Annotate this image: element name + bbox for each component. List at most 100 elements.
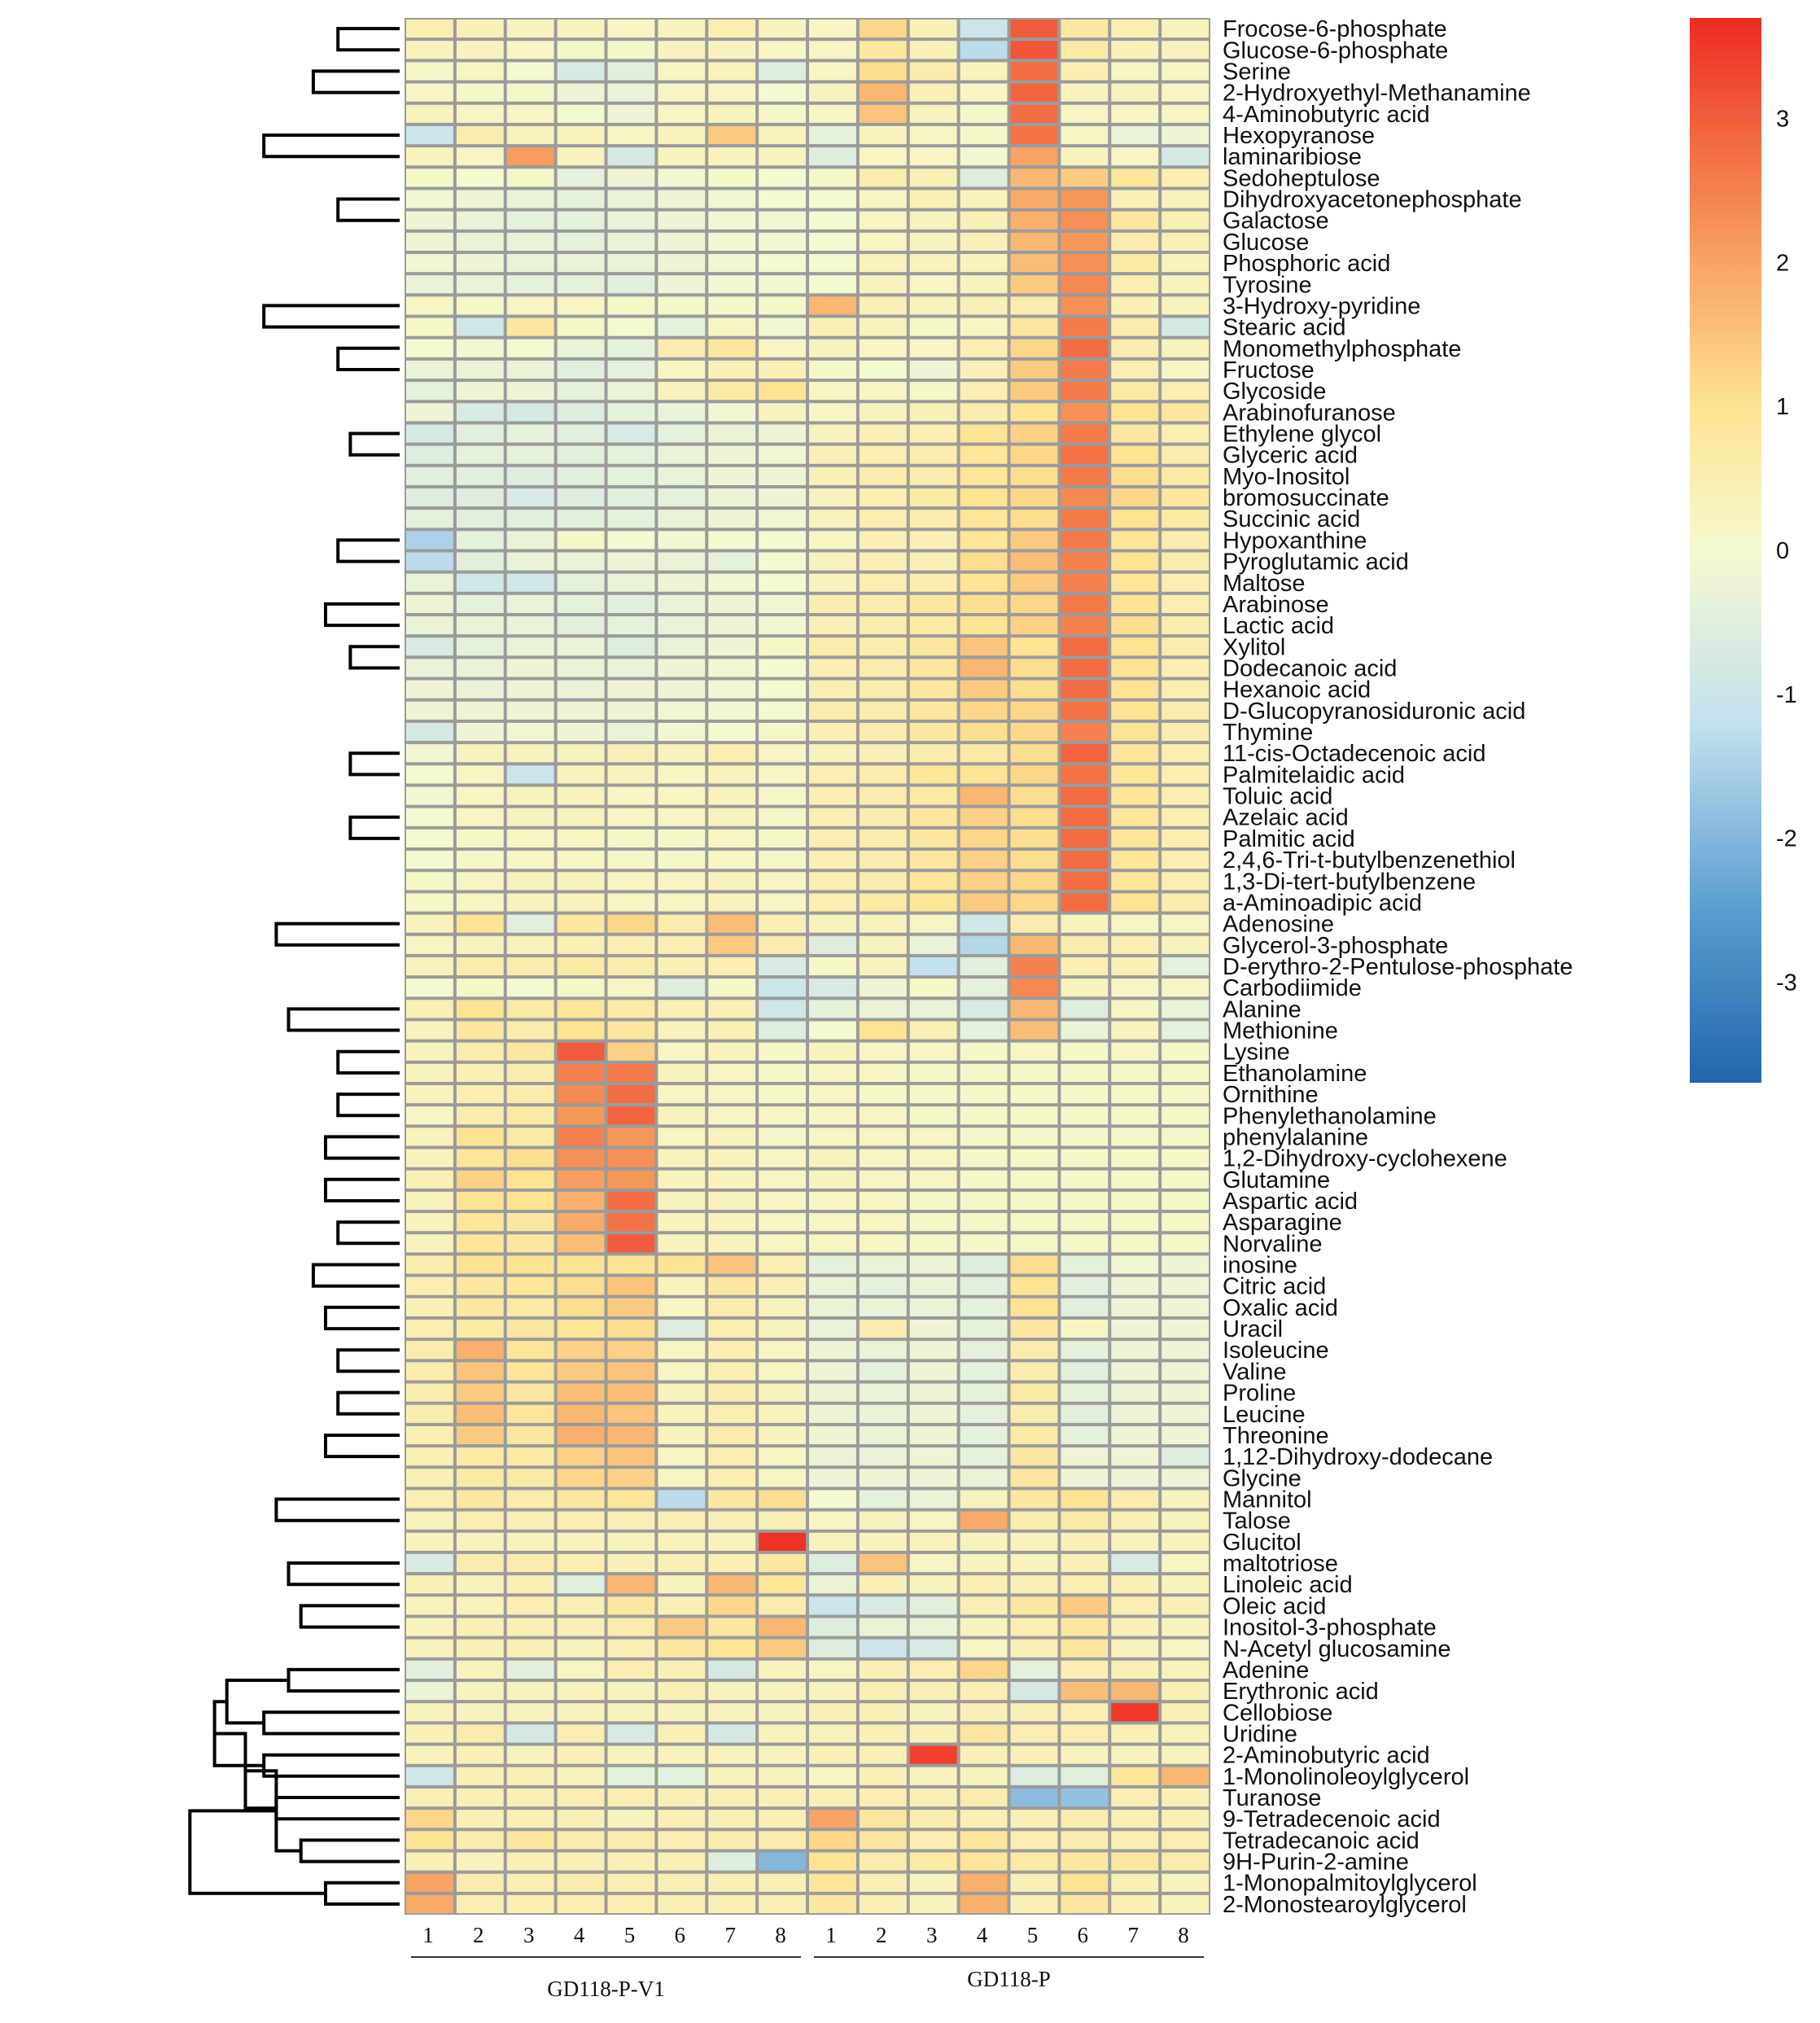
heatmap-cell xyxy=(960,1341,1008,1360)
heatmap-cell xyxy=(456,104,504,123)
heatmap-cell xyxy=(506,851,554,869)
heatmap-cell xyxy=(809,914,856,933)
heatmap-cell xyxy=(960,1810,1008,1828)
heatmap-cell xyxy=(759,573,807,592)
heatmap-cell xyxy=(1162,1788,1210,1807)
heatmap-cell xyxy=(1111,1341,1159,1360)
heatmap-cell xyxy=(1111,339,1159,357)
column-label: 8 xyxy=(1178,1923,1189,1947)
dendrogram-branch xyxy=(348,645,400,670)
heatmap-cell xyxy=(708,1596,756,1615)
heatmap-cell xyxy=(960,1000,1008,1018)
heatmap-cell xyxy=(708,190,756,208)
heatmap-cell xyxy=(658,1852,706,1871)
heatmap-cell xyxy=(1111,466,1159,485)
heatmap-cell xyxy=(658,1553,706,1573)
heatmap-cell xyxy=(456,296,504,315)
row-label: 9-Tetradecenoic acid xyxy=(1223,1806,1441,1833)
row-label: 2-Hydroxyethyl-Methanamine xyxy=(1223,81,1531,107)
heatmap-cell xyxy=(1010,808,1058,826)
heatmap-cell xyxy=(406,1873,453,1892)
heatmap-cell xyxy=(1010,1255,1058,1274)
heatmap-cell xyxy=(708,317,756,336)
heatmap-cell xyxy=(1111,935,1159,954)
heatmap-cell xyxy=(909,1298,957,1316)
heatmap-cell xyxy=(859,1319,907,1338)
heatmap-cell xyxy=(1010,1298,1058,1316)
heatmap-cell xyxy=(1162,1596,1210,1615)
heatmap-cell xyxy=(607,957,655,976)
heatmap-cell xyxy=(406,935,453,954)
heatmap-cell xyxy=(1010,403,1058,422)
heatmap-cell xyxy=(708,1021,756,1040)
heatmap-cell xyxy=(960,744,1008,763)
heatmap-cell xyxy=(1111,83,1159,102)
heatmap-cell xyxy=(759,1341,807,1360)
row-label: Tyrosine xyxy=(1223,272,1312,298)
heatmap-cell xyxy=(1111,317,1159,336)
heatmap-cell xyxy=(1010,382,1058,401)
heatmap-cell xyxy=(557,1319,605,1338)
row-label: Citric acid xyxy=(1223,1274,1326,1300)
heatmap-cell xyxy=(658,275,706,294)
heatmap-cell xyxy=(1111,1234,1159,1253)
heatmap-cell xyxy=(809,339,856,357)
heatmap-cell xyxy=(708,1404,756,1423)
heatmap-cell xyxy=(557,1575,605,1594)
row-label: Lysine xyxy=(1223,1040,1290,1066)
heatmap-cell xyxy=(809,1319,856,1338)
heatmap-cell xyxy=(1162,893,1210,912)
row-label: D-Glucopyranosiduronic acid xyxy=(1223,698,1525,725)
heatmap-cell xyxy=(1061,1703,1109,1722)
heatmap-cell xyxy=(506,1255,554,1274)
row-label: Phosphoric acid xyxy=(1223,251,1390,277)
heatmap-cell xyxy=(960,722,1008,742)
heatmap-cell xyxy=(759,1511,807,1530)
heatmap-cell xyxy=(1061,1084,1109,1104)
heatmap-cell xyxy=(557,1469,605,1487)
heatmap-cell xyxy=(658,1745,706,1764)
heatmap-cell xyxy=(658,1319,706,1338)
heatmap-cell xyxy=(406,190,453,208)
heatmap-cell xyxy=(1162,1831,1210,1850)
heatmap-cell xyxy=(607,680,655,698)
heatmap-cell xyxy=(859,1618,907,1636)
heatmap-cell xyxy=(859,829,907,848)
heatmap-cell xyxy=(759,1042,807,1061)
heatmap-cell xyxy=(658,935,706,954)
heatmap-cell xyxy=(557,1063,605,1082)
heatmap-cell xyxy=(960,253,1008,273)
row-label: Aspartic acid xyxy=(1223,1189,1358,1215)
heatmap-cell xyxy=(456,851,504,869)
heatmap-cell xyxy=(759,1596,807,1615)
heatmap-cell xyxy=(708,211,756,230)
heatmap-cell xyxy=(708,41,756,59)
heatmap-cell xyxy=(759,382,807,401)
heatmap-cell xyxy=(406,275,453,294)
heatmap-cell xyxy=(909,531,957,550)
heatmap-cell xyxy=(1162,1106,1210,1125)
heatmap-cell xyxy=(708,296,756,315)
heatmap-cell xyxy=(506,424,554,443)
colorbar-tick-label: 3 xyxy=(1776,107,1789,133)
heatmap-cell xyxy=(607,1810,655,1828)
heatmap-cell xyxy=(506,1191,554,1211)
heatmap-cell xyxy=(759,1831,807,1850)
row-label: Arabinofuranose xyxy=(1223,400,1396,426)
heatmap-cell xyxy=(607,893,655,912)
row-label: Glucose-6-phosphate xyxy=(1223,37,1448,63)
heatmap-cell xyxy=(406,445,453,464)
heatmap-cell xyxy=(960,979,1008,997)
heatmap-cell xyxy=(759,1873,807,1892)
heatmap-cell xyxy=(960,445,1008,464)
heatmap-cell xyxy=(506,147,554,166)
heatmap-cell xyxy=(406,424,453,443)
row-label: Thymine xyxy=(1223,720,1313,746)
heatmap-cell xyxy=(960,382,1008,401)
heatmap-cell xyxy=(658,1341,706,1360)
heatmap-cell xyxy=(406,1341,453,1360)
heatmap-cell xyxy=(506,1831,554,1850)
heatmap-cell xyxy=(1111,1490,1159,1508)
heatmap-cell xyxy=(1061,1894,1109,1913)
heatmap-cell xyxy=(759,339,807,357)
